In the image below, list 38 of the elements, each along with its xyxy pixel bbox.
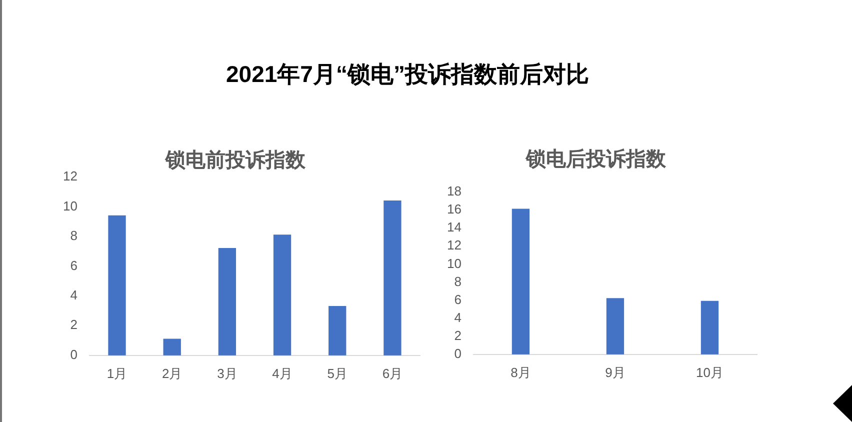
bar <box>273 234 292 356</box>
x-tick-label: 8月 <box>510 364 531 380</box>
y-tick-label: 6 <box>454 292 462 307</box>
bar <box>512 208 530 354</box>
x-tick-label: 5月 <box>327 366 348 381</box>
x-tick-label: 2月 <box>162 366 182 381</box>
chart-title: 锁电前投诉指数 <box>164 148 306 172</box>
y-tick-label: 16 <box>446 202 462 217</box>
bar <box>384 200 402 356</box>
y-tick-label: 6 <box>70 258 78 273</box>
x-tick-label: 4月 <box>272 366 292 381</box>
bar <box>218 248 236 356</box>
y-tick-label: 8 <box>70 228 78 244</box>
bar <box>700 300 719 354</box>
y-tick-label: 8 <box>454 274 462 289</box>
y-tick-label: 0 <box>454 346 462 361</box>
x-tick-label: 6月 <box>382 366 403 381</box>
x-tick-label: 10月 <box>696 364 724 380</box>
y-tick-label: 2 <box>70 317 78 332</box>
y-tick-label: 2 <box>454 328 462 343</box>
bar <box>108 215 126 356</box>
y-tick-label: 4 <box>454 310 462 325</box>
y-tick-label: 4 <box>70 288 78 303</box>
y-tick-label: 12 <box>446 238 462 253</box>
y-tick-label: 18 <box>446 184 462 199</box>
x-tick-label: 1月 <box>106 366 128 381</box>
chart-title: 锁电后投诉指数 <box>525 148 667 171</box>
bar <box>328 306 346 356</box>
y-tick-label: 10 <box>62 198 78 214</box>
bar <box>163 338 181 356</box>
y-tick-label: 10 <box>446 256 462 271</box>
x-tick-label: 9月 <box>605 364 626 380</box>
y-tick-label: 12 <box>62 168 78 184</box>
x-tick-label: 3月 <box>217 366 238 381</box>
text: 2021年7月“锁电”投诉指数前后对比 <box>225 60 590 89</box>
y-tick-label: 14 <box>446 220 462 235</box>
bar <box>606 298 624 354</box>
y-tick-label: 0 <box>70 346 78 362</box>
